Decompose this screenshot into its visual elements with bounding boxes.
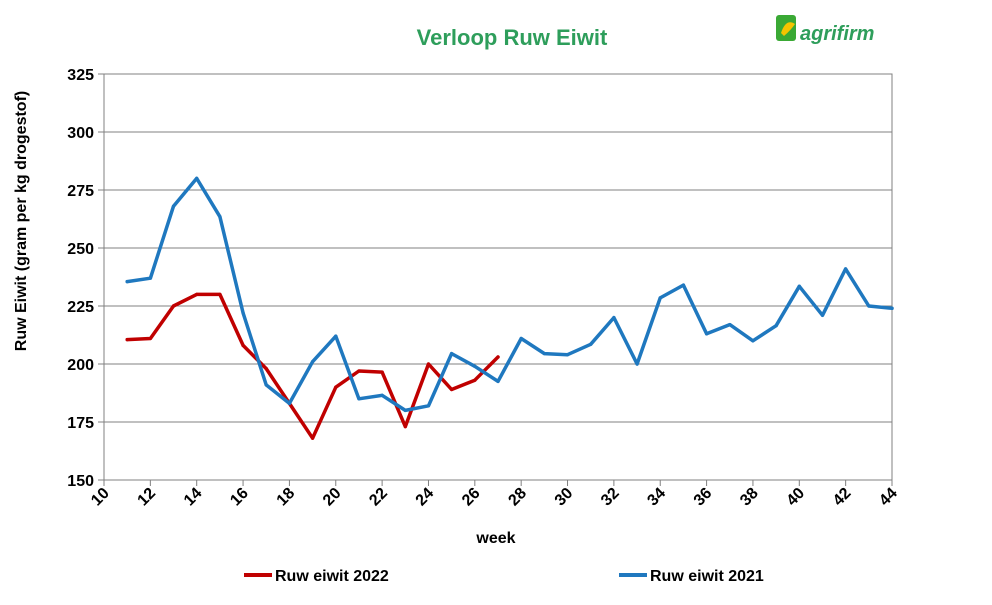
data-point: [241, 311, 245, 315]
data-point: [658, 296, 662, 300]
data-point: [171, 304, 176, 308]
x-tick-label: 36: [691, 485, 716, 510]
y-tick-label: 325: [67, 67, 94, 84]
x-tick-label: 20: [320, 485, 345, 510]
data-point: [357, 397, 361, 401]
data-point: [148, 276, 152, 280]
data-point: [774, 324, 778, 328]
data-point: [519, 336, 523, 341]
data-point: [728, 322, 732, 327]
x-tick-label: 44: [876, 485, 901, 510]
y-axis: 150 175 200 225 250 275 300 325: [67, 67, 104, 490]
x-tick-label: 40: [784, 485, 809, 510]
data-point: [473, 364, 477, 368]
series-points-0: [125, 292, 500, 440]
data-point: [751, 339, 755, 343]
data-point: [241, 343, 245, 348]
y-tick-label: 200: [67, 357, 94, 374]
data-point: [450, 351, 454, 356]
legend-label-2022: Ruw eiwit 2022: [275, 568, 389, 585]
data-point: [473, 378, 477, 382]
data-point: [403, 425, 407, 429]
logo-swirl-icon: [781, 22, 795, 36]
data-point: [218, 215, 222, 219]
data-point: [565, 353, 570, 357]
data-point: [681, 283, 686, 287]
data-point: [195, 292, 199, 296]
series-lines: [125, 176, 894, 440]
data-point: [171, 204, 176, 208]
series-points-1: [125, 176, 894, 412]
x-tick-label: 24: [413, 485, 438, 510]
data-point: [612, 316, 616, 320]
x-tick-label: 42: [830, 485, 855, 510]
data-point: [357, 369, 361, 373]
x-tick-label: 32: [598, 485, 623, 510]
gridlines: [104, 73, 892, 481]
x-tick-label: 30: [552, 485, 577, 510]
y-tick-label: 150: [67, 473, 94, 490]
data-point: [426, 362, 431, 366]
y-tick-label: 275: [67, 183, 94, 200]
data-point: [797, 284, 801, 288]
x-axis-label: week: [475, 530, 515, 547]
legend-label-2021: Ruw eiwit 2021: [650, 568, 764, 585]
data-point: [195, 176, 199, 180]
series-line-1: [125, 176, 894, 413]
data-point: [218, 292, 222, 296]
agrifirm-logo: agrifirm: [776, 15, 874, 45]
x-tick-label: 38: [737, 485, 762, 510]
x-tick-label: 22: [366, 485, 391, 510]
y-tick-label: 250: [67, 241, 94, 258]
data-point: [820, 313, 825, 317]
data-point: [125, 338, 129, 342]
data-point: [589, 342, 593, 346]
legend: Ruw eiwit 2022 Ruw eiwit 2021: [244, 568, 764, 585]
y-tick-label: 225: [67, 299, 94, 316]
data-point: [542, 351, 546, 356]
data-point: [403, 408, 407, 412]
data-point: [264, 367, 268, 371]
x-tick-label: 18: [274, 485, 299, 510]
x-tick-label: 28: [505, 485, 530, 510]
data-point: [496, 355, 500, 359]
data-point: [635, 362, 639, 366]
data-point: [264, 383, 268, 387]
x-tick-label: 16: [227, 485, 252, 510]
data-point: [287, 401, 292, 406]
y-tick-label: 300: [67, 125, 94, 142]
data-point: [496, 379, 500, 383]
data-point: [148, 336, 152, 341]
y-tick-label: 175: [67, 415, 94, 432]
plot-area: [103, 73, 893, 481]
x-tick-label: 14: [181, 485, 206, 510]
data-point: [125, 280, 129, 284]
data-point: [310, 436, 315, 440]
data-point: [310, 360, 315, 364]
data-point: [334, 334, 338, 338]
y-axis-label: Ruw Eiwit (gram per kg drogestof): [13, 91, 30, 351]
data-point: [380, 370, 384, 374]
logo-text: agrifirm: [800, 23, 874, 45]
data-point: [426, 404, 431, 408]
x-tick-label: 12: [135, 485, 160, 510]
data-point: [334, 385, 338, 389]
x-tick-label: 34: [644, 485, 669, 510]
data-point: [450, 387, 454, 392]
chart-title: Verloop Ruw Eiwit: [417, 25, 608, 50]
data-point: [704, 332, 709, 336]
data-point: [380, 393, 384, 397]
data-point: [844, 267, 848, 271]
series-line-0: [125, 292, 500, 440]
data-point: [890, 306, 894, 310]
x-axis: 10 12 14 16 18 20 22 24 26 28 30 32 34 36 38 40 42 44: [88, 480, 901, 509]
data-point: [867, 304, 871, 308]
x-tick-label: 26: [459, 485, 484, 510]
